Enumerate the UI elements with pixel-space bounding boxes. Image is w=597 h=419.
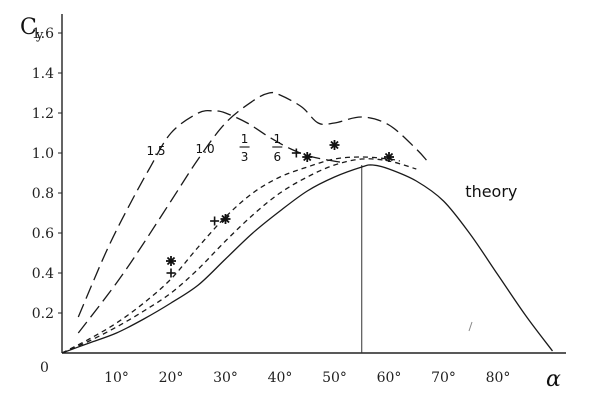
x-tick-label: 70° — [431, 370, 456, 386]
plus-marker — [210, 216, 220, 226]
series-line-1-0 — [77, 91, 428, 334]
stray-mark — [468, 321, 473, 332]
y-axis-title: C — [20, 15, 37, 40]
x-tick-label: 60° — [377, 370, 402, 386]
y-axis-title-subscript: y — [35, 28, 44, 43]
fraction-label: 16 — [272, 132, 283, 164]
series-line-1-6 — [61, 158, 417, 354]
star-marker — [302, 152, 313, 162]
x-tick-label: 50° — [322, 370, 347, 386]
curve-label: 1.5 — [146, 144, 165, 158]
series-line-1-3 — [61, 156, 401, 354]
origin-label: 0 — [40, 360, 49, 376]
x-tick-label: 10° — [104, 370, 129, 386]
curve-label: 1.0 — [196, 142, 215, 156]
plus-marker — [291, 148, 301, 158]
x-tick-label: 20° — [159, 370, 184, 386]
y-tick-label: 1.4 — [32, 66, 54, 82]
x-tick-label: 80° — [486, 370, 511, 386]
fraction-label: 13 — [239, 132, 250, 164]
markers-group — [166, 140, 394, 278]
series-line-theory — [61, 164, 554, 354]
x-tick-label: 40° — [268, 370, 293, 386]
series-line-1-5 — [77, 109, 346, 318]
y-tick-label: 1.2 — [32, 106, 54, 122]
fraction-numerator: 1 — [273, 132, 281, 146]
y-tick-labels: 0.2 0.4 0.6 0.8 1.0 1.2 1.4 1.6 — [32, 26, 62, 322]
y-tick-label: 0.6 — [32, 226, 54, 242]
fraction-denominator: 6 — [273, 150, 281, 164]
theory-label: theory — [465, 182, 517, 201]
x-axis-title: α — [546, 367, 561, 392]
y-tick-label: 0.8 — [32, 186, 54, 202]
x-tick-labels: 10° 20° 30° 40° 50° 60° 70° 80° — [104, 370, 510, 386]
star-marker — [384, 152, 394, 162]
series-group — [61, 91, 554, 354]
x-tick-label: 30° — [213, 370, 238, 386]
plus-marker — [166, 268, 176, 278]
star-marker — [166, 256, 176, 266]
y-tick-label: 1.0 — [32, 146, 54, 162]
star-marker — [329, 140, 340, 150]
y-tick-label: 0.2 — [32, 306, 54, 322]
axes — [61, 14, 566, 354]
y-tick-label: 0.4 — [32, 266, 54, 282]
y-tick-label: 1.6 — [32, 26, 54, 42]
fraction-numerator: 1 — [241, 132, 249, 146]
fraction-denominator: 3 — [241, 150, 249, 164]
star-marker — [220, 214, 231, 224]
